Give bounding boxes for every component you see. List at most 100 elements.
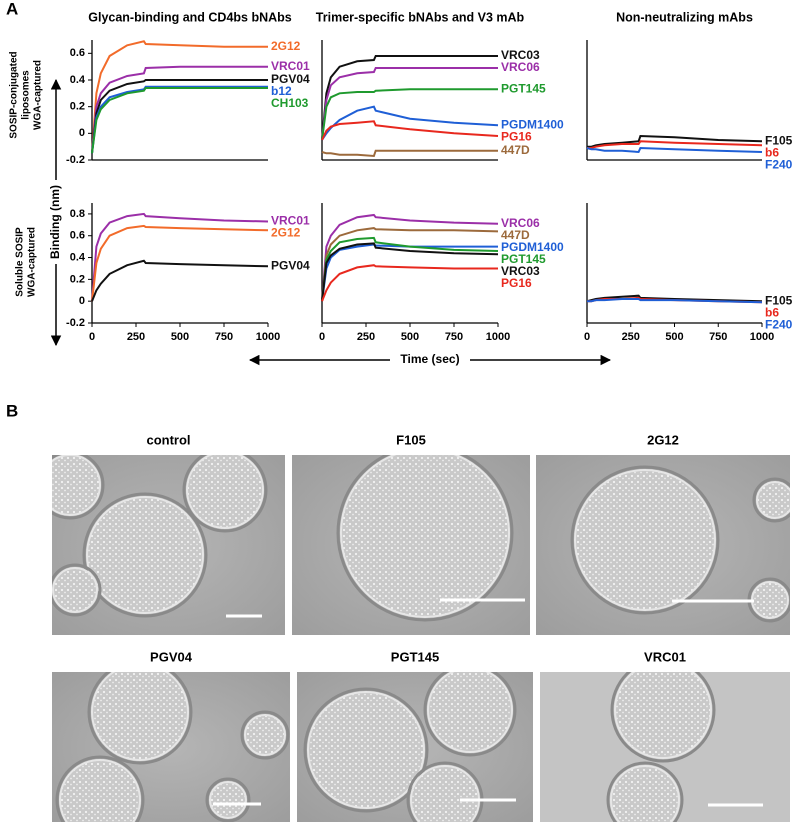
- legend-label: b12: [271, 84, 292, 98]
- legend-label: 447D: [501, 228, 530, 242]
- series-line: [587, 298, 763, 304]
- series-line: [91, 85, 268, 154]
- liposome: [86, 496, 204, 614]
- liposome: [205, 777, 251, 822]
- x-tick-label: 1000: [256, 331, 280, 343]
- liposome: [244, 714, 286, 756]
- micrograph-title: 2G12: [647, 432, 679, 447]
- liposome: [91, 672, 189, 761]
- micrograph: [292, 455, 530, 635]
- series-line: [321, 67, 498, 141]
- y-tick-label: 0: [79, 295, 85, 307]
- liposome: [52, 455, 101, 516]
- row-label: SOSIP-conjugated: [9, 51, 20, 138]
- liposome: [574, 469, 716, 611]
- series-line: [91, 259, 269, 302]
- liposome: [756, 481, 790, 519]
- liposome: [423, 672, 517, 757]
- x-tick-label: 250: [127, 331, 145, 343]
- liposome: [606, 761, 684, 822]
- liposome: [182, 455, 268, 533]
- legend-label: F240: [765, 158, 793, 172]
- series-line: [321, 243, 498, 302]
- panel-label: B: [6, 401, 18, 420]
- liposome: [209, 781, 247, 819]
- series-line: [321, 227, 499, 302]
- x-tick-label: 250: [622, 331, 640, 343]
- liposome: [610, 765, 680, 822]
- liposome: [303, 687, 429, 813]
- series-line: [321, 213, 499, 302]
- legend-label: VRC01: [271, 59, 310, 73]
- micrograph-title: control: [146, 432, 190, 447]
- legend-label: PG16: [501, 276, 532, 290]
- liposome: [427, 672, 513, 753]
- legend-label: 2G12: [271, 39, 301, 53]
- micrograph: [540, 672, 790, 822]
- series-line: [321, 55, 498, 141]
- x-tick-label: 0: [319, 331, 325, 343]
- liposome: [59, 759, 141, 822]
- legend-label: VRC03: [501, 264, 540, 278]
- x-axis-label: Time (sec): [400, 352, 459, 366]
- y-tick-label: 0.2: [70, 273, 85, 285]
- legend-label: PGDM1400: [501, 240, 564, 254]
- series-line: [586, 146, 763, 154]
- y-tick-label: 0.8: [70, 208, 85, 220]
- liposome: [82, 492, 208, 618]
- liposome: [340, 455, 510, 618]
- row-label: liposomes: [21, 70, 32, 120]
- column-title: Non-neutralizing mAbs: [616, 10, 753, 24]
- series-line: [587, 134, 763, 148]
- legend-label: PG16: [501, 130, 532, 144]
- legend-label: VRC06: [501, 216, 540, 230]
- legend-label: F105: [765, 134, 793, 148]
- y-tick-label: 0: [79, 127, 85, 139]
- micrograph-title: F105: [396, 432, 426, 447]
- legend-label: PGT145: [501, 252, 546, 266]
- micrograph: [536, 455, 790, 635]
- series-line: [321, 236, 499, 302]
- series-line: [91, 212, 269, 302]
- micrograph-title: PGV04: [150, 649, 193, 664]
- legend-label: F240: [765, 317, 793, 331]
- row-label: WGA-captured: [33, 60, 44, 130]
- series-line: [91, 87, 268, 154]
- row-label: WGA-captured: [27, 227, 38, 297]
- x-tick-label: 500: [171, 331, 189, 343]
- column-title: Trimer-specific bNAbs and V3 mAb: [316, 10, 525, 24]
- series-line: [321, 264, 498, 302]
- liposome: [307, 691, 425, 809]
- y-tick-label: 0.4: [70, 74, 86, 86]
- row-label: Soluble SOSIP: [15, 227, 26, 297]
- x-tick-label: 1000: [486, 331, 510, 343]
- y-tick-label: 0.6: [70, 230, 85, 242]
- y-axis-label: Binding (nm): [48, 185, 62, 259]
- legend-label: 447D: [501, 143, 530, 157]
- legend-label: 2G12: [271, 226, 301, 240]
- y-tick-label: -0.2: [66, 154, 85, 166]
- liposome: [751, 581, 789, 619]
- series-line: [321, 105, 499, 141]
- x-tick-label: 750: [445, 331, 463, 343]
- x-tick-label: 500: [401, 331, 419, 343]
- x-tick-label: 0: [584, 331, 590, 343]
- liposome: [570, 465, 720, 615]
- series-line: [321, 242, 499, 302]
- liposome: [752, 477, 790, 523]
- legend-label: CH103: [271, 96, 309, 110]
- legend-label: b6: [765, 305, 779, 319]
- series-line: [91, 65, 268, 154]
- series-line: [321, 120, 499, 141]
- legend-label: VRC03: [501, 48, 540, 62]
- legend-label: VRC01: [271, 214, 310, 228]
- legend-label: PGDM1400: [501, 118, 564, 132]
- liposome: [410, 765, 480, 822]
- micrograph: [297, 672, 533, 822]
- micrograph: [52, 672, 290, 822]
- series-line: [321, 88, 498, 141]
- x-tick-label: 500: [665, 331, 683, 343]
- x-tick-label: 250: [357, 331, 375, 343]
- x-tick-label: 750: [215, 331, 233, 343]
